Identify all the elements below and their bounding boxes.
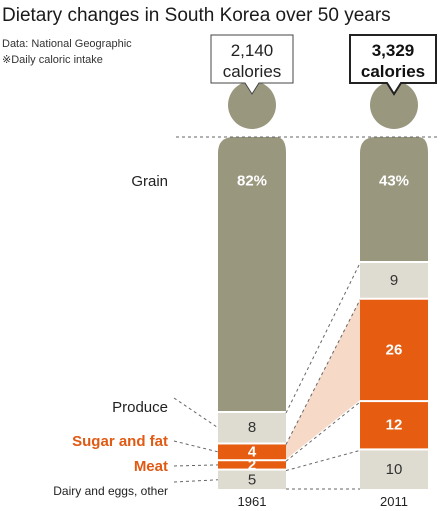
- segment-dairy-2011: [360, 450, 428, 489]
- segment-label-meat-1961: 2: [248, 456, 256, 473]
- leader-line-meat: [173, 464, 219, 467]
- data-note: ※Daily caloric intake: [2, 54, 103, 66]
- connector-layer: [285, 262, 361, 490]
- segment-label-dairy-2011: 10: [386, 461, 403, 478]
- connector-line-produce: [285, 262, 361, 414]
- segment-label-grain-2011: 43%: [379, 173, 409, 190]
- segment-label-sugar-fat-2011: 26: [386, 341, 403, 358]
- stacked-column-1961: 82% 8 425: [218, 137, 286, 489]
- segment-label-produce-2011: 9: [390, 272, 398, 289]
- segment-label-grain-1961: 82%: [237, 173, 267, 190]
- segment-meat-2011: [360, 402, 428, 449]
- leader-line-sugar-fat: [173, 440, 219, 453]
- segment-sugar-fat-1961: [218, 444, 286, 460]
- data-source: Data: National Geographic: [2, 38, 132, 50]
- connector-sugar-fat: [286, 299, 360, 460]
- figure-1961: 82% 8 425: [218, 81, 286, 489]
- segment-meat-1961: [218, 461, 286, 469]
- bubble-shape-1961: [210, 34, 294, 95]
- bubble-shape-2011: [349, 34, 437, 96]
- person-head-2011: [370, 81, 418, 129]
- leader-line-dairy: [173, 479, 219, 483]
- segment-label-sugar-fat-1961: 4: [248, 443, 257, 460]
- bubble-unit-2011: calories: [361, 62, 425, 81]
- category-label-meat: Meat: [134, 458, 168, 475]
- bubble-number-1961: 2,140: [231, 41, 274, 60]
- stacked-column-2011: 43% 9 26 12 10: [360, 137, 428, 489]
- label-leader-lines: [173, 397, 219, 483]
- segment-label-meat-2011: 12: [386, 417, 403, 434]
- calorie-bubble-1961: 2,140 calories: [210, 34, 294, 95]
- connector-line-meat: [285, 401, 361, 462]
- category-label-grain: Grain: [131, 173, 168, 190]
- segment-produce-2011: [360, 263, 428, 298]
- category-label-sugar-fat: Sugar and fat: [72, 433, 168, 450]
- chart-title: Dietary changes in South Korea over 50 y…: [2, 5, 391, 26]
- bubble-number-2011: 3,329: [372, 41, 415, 60]
- calorie-bubble-2011: 3,329 calories: [349, 34, 437, 96]
- person-head-1961: [228, 81, 276, 129]
- category-label-produce: Produce: [112, 399, 168, 416]
- year-label-1961: 1961: [238, 494, 267, 509]
- category-label-dairy: Dairy and eggs, other: [53, 484, 168, 498]
- segment-label-dairy-1961: 5: [248, 471, 256, 488]
- segment-label-produce-1961: 8: [248, 419, 256, 436]
- connector-line-dairy: [285, 449, 361, 472]
- segment-grain-2011: [360, 137, 428, 261]
- year-label-2011: 2011: [380, 494, 408, 509]
- segment-dairy-1961: [218, 470, 286, 489]
- leader-line-produce: [173, 397, 219, 429]
- segment-grain-1961: [218, 137, 286, 411]
- segment-produce-1961: [218, 413, 286, 443]
- segment-sugar-fat-2011: [360, 299, 428, 401]
- figure-2011: 43% 9 26 12 10: [360, 81, 428, 489]
- bubble-unit-1961: calories: [223, 62, 282, 81]
